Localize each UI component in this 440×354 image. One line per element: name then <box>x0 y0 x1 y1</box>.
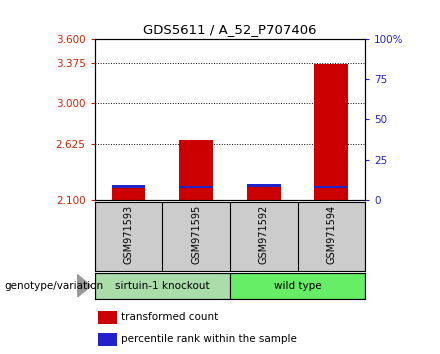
Title: GDS5611 / A_52_P707406: GDS5611 / A_52_P707406 <box>143 23 317 36</box>
Bar <box>111 187 145 200</box>
Text: GSM971593: GSM971593 <box>124 205 133 264</box>
Text: sirtuin-1 knockout: sirtuin-1 knockout <box>115 281 209 291</box>
Bar <box>315 186 348 188</box>
Text: GSM971594: GSM971594 <box>326 205 336 264</box>
Text: GSM971595: GSM971595 <box>191 205 201 264</box>
Text: percentile rank within the sample: percentile rank within the sample <box>121 335 297 344</box>
Bar <box>95 273 230 299</box>
Bar <box>247 184 281 200</box>
Polygon shape <box>77 274 91 297</box>
Bar <box>98 311 117 324</box>
Text: wild type: wild type <box>274 281 321 291</box>
Bar <box>111 185 145 188</box>
Bar <box>98 333 117 346</box>
Bar <box>179 186 213 188</box>
Bar <box>179 141 213 200</box>
Text: genotype/variation: genotype/variation <box>4 281 103 291</box>
Bar <box>247 184 281 187</box>
Bar <box>315 64 348 200</box>
Text: transformed count: transformed count <box>121 312 219 322</box>
Bar <box>230 273 365 299</box>
Text: GSM971592: GSM971592 <box>259 205 269 264</box>
